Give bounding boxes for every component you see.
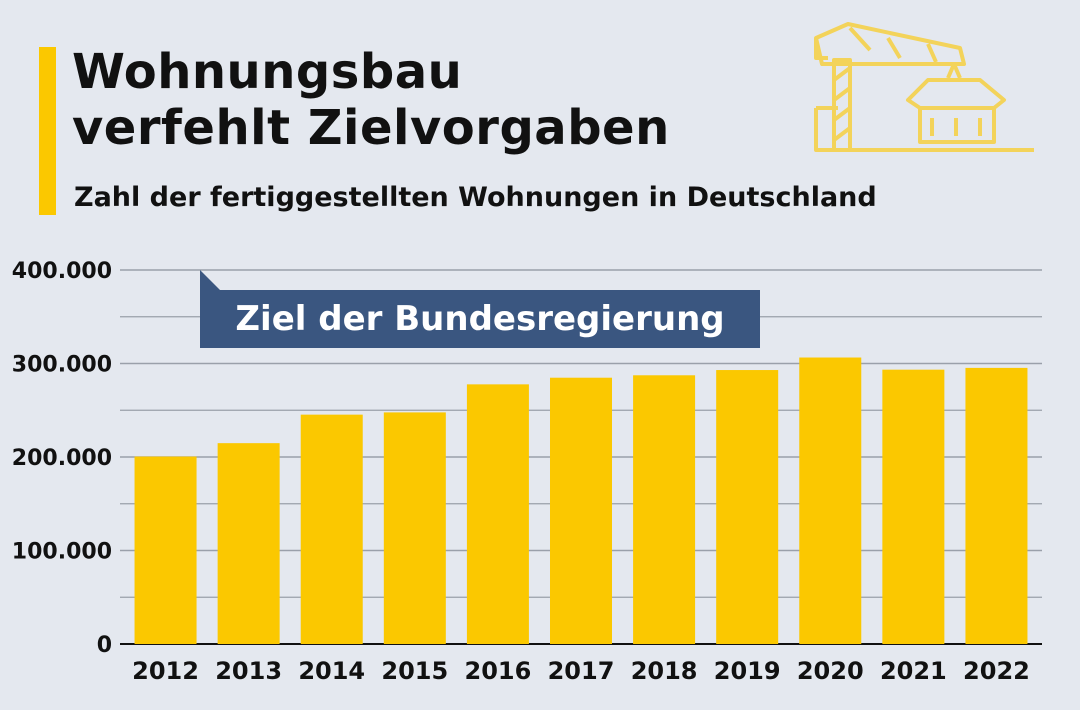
x-tick-label: 2014 — [298, 657, 365, 685]
x-tick-label: 2018 — [631, 657, 698, 685]
bar — [965, 367, 1028, 644]
bar — [550, 377, 612, 644]
y-tick-label: 0 — [97, 633, 112, 658]
bar — [799, 357, 862, 644]
x-tick-label: 2020 — [797, 657, 864, 685]
bar — [716, 370, 779, 644]
x-tick-label: 2019 — [714, 657, 781, 685]
target-callout — [200, 290, 760, 348]
y-tick-label: 300.000 — [12, 353, 112, 378]
target-label: Ziel der Bundesregierung — [235, 299, 724, 339]
callout-pointer — [200, 270, 220, 290]
y-tick-label: 200.000 — [12, 446, 112, 471]
bar — [300, 414, 363, 644]
x-tick-label: 2013 — [215, 657, 282, 685]
x-tick-label: 2015 — [381, 657, 448, 685]
y-tick-label: 100.000 — [12, 540, 112, 565]
bar — [882, 369, 945, 644]
page-title: Wohnungsbau verfehlt Zielvorgaben — [72, 44, 670, 156]
title-accent-bar — [39, 47, 56, 215]
x-tick-label: 2012 — [132, 657, 199, 685]
bar — [466, 384, 529, 644]
x-tick-label: 2022 — [963, 657, 1030, 685]
bar — [217, 443, 280, 644]
y-tick-label: 400.000 — [12, 259, 112, 284]
x-tick-label: 2021 — [880, 657, 947, 685]
construction-crane-icon — [814, 22, 1034, 152]
bar — [633, 375, 696, 644]
page-subtitle: Zahl der fertiggestellten Wohnungen in D… — [74, 182, 877, 213]
x-tick-label: 2016 — [465, 657, 532, 685]
bar — [383, 412, 446, 644]
x-tick-label: 2017 — [548, 657, 615, 685]
bar — [134, 456, 197, 644]
